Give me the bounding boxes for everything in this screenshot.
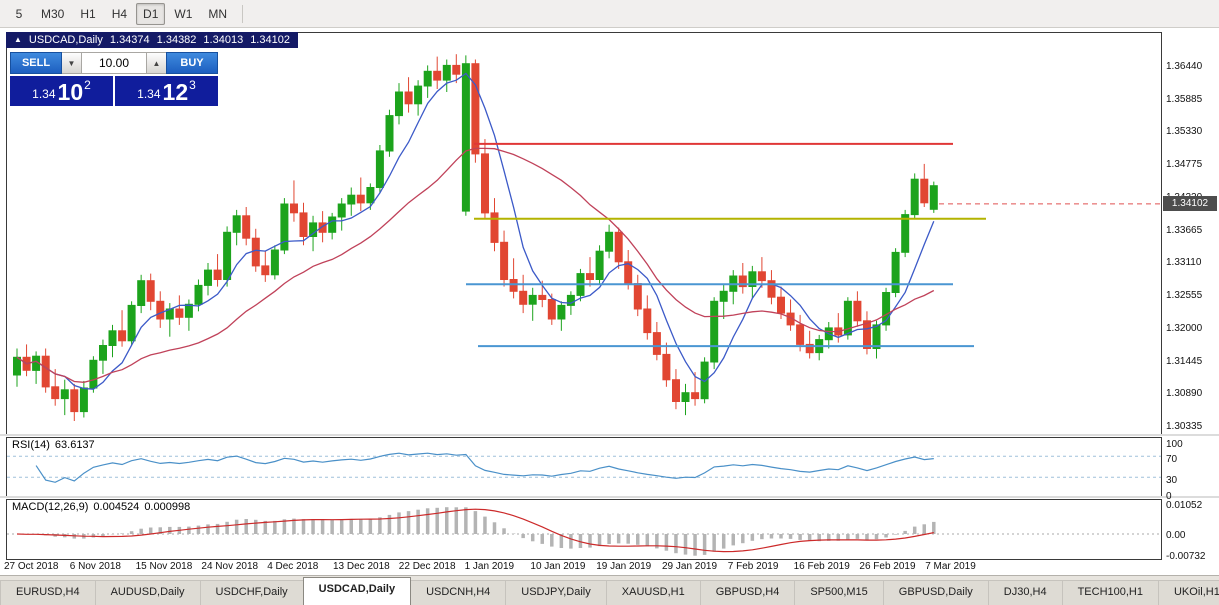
- date-label: 27 Oct 2018: [4, 561, 59, 572]
- tab-eurusd-h4[interactable]: EURUSD,H4: [0, 580, 96, 605]
- date-label: 19 Jan 2019: [596, 561, 652, 572]
- tab-xauusd-h1[interactable]: XAUUSD,H1: [605, 580, 701, 605]
- quote-high: 1.34382: [156, 34, 197, 46]
- price-tick: 1.32000: [1166, 322, 1203, 334]
- symbol-tab-bar: EURUSD,H4 AUDUSD,Daily USDCHF,Daily USDCAD,…: [0, 575, 1219, 605]
- price-tick: 1.35885: [1166, 93, 1203, 105]
- tab-gbpusd-h4[interactable]: GBPUSD,H4: [699, 580, 796, 605]
- symbol-title: USDCAD,Daily: [28, 34, 103, 46]
- price-tick: 1.34775: [1166, 159, 1203, 171]
- tab-sp500-m15[interactable]: SP500,M15: [794, 580, 884, 605]
- buy-price-prefix: 1.34: [137, 87, 161, 101]
- rsi-tick: 70: [1166, 454, 1178, 466]
- rsi-name: RSI(14): [12, 439, 50, 451]
- macd-value: 0.004524: [93, 501, 140, 513]
- price-tick: 1.33665: [1166, 224, 1203, 236]
- sell-price-pips: 10: [57, 79, 84, 105]
- macd-tick: -0.00732: [1166, 550, 1206, 562]
- tab-ukoil-h1[interactable]: UKOil,H1: [1157, 580, 1219, 605]
- tab-tech100-h1[interactable]: TECH100,H1: [1061, 580, 1159, 605]
- rsi-value: 63.6137: [54, 439, 95, 451]
- sell-price-prefix: 1.34: [32, 87, 56, 101]
- quote-header: ▲ USDCAD,Daily 1.34374 1.34382 1.34013 1…: [6, 32, 298, 48]
- tab-gbpusd-daily[interactable]: GBPUSD,Daily: [882, 580, 989, 605]
- macd-tick: 0.00: [1166, 530, 1186, 541]
- timeframe-button-h4[interactable]: H4: [111, 6, 128, 21]
- price-tick: 1.30890: [1166, 388, 1203, 400]
- buy-button[interactable]: BUY: [166, 52, 218, 74]
- date-label: 6 Nov 2018: [69, 561, 121, 572]
- buy-price-point: 3: [189, 78, 196, 92]
- macd-header: MACD(12,26,9) 0.004524 0.000998: [12, 501, 195, 513]
- sell-price-display[interactable]: 1.34 10 2: [10, 76, 113, 106]
- timeframe-button-mn[interactable]: MN: [208, 6, 228, 21]
- chevron-up-icon: ▲: [152, 58, 161, 68]
- date-label: 26 Feb 2019: [859, 561, 916, 572]
- price-tick: 1.33110: [1166, 257, 1202, 269]
- date-label: 7 Mar 2019: [925, 561, 976, 572]
- volume-decrease-button[interactable]: ▼: [62, 52, 81, 74]
- rsi-tick: 0: [1166, 491, 1172, 502]
- tab-dj30-h4[interactable]: DJ30,H4: [987, 580, 1063, 605]
- date-label: 4 Dec 2018: [267, 561, 319, 572]
- macd-pane[interactable]: [6, 499, 1162, 560]
- price-tick: 1.35330: [1166, 126, 1203, 138]
- price-tick: 1.36440: [1166, 61, 1203, 73]
- sell-price-point: 2: [84, 78, 91, 92]
- date-label: 29 Jan 2019: [662, 561, 718, 572]
- timeframe-button-d1[interactable]: D1: [136, 2, 166, 25]
- rsi-header: RSI(14) 63.6137: [12, 439, 100, 451]
- macd-signal-value: 0.000998: [144, 501, 191, 513]
- price-tick: 1.32555: [1166, 290, 1203, 302]
- buy-price-display[interactable]: 1.34 12 3: [115, 76, 218, 106]
- one-click-trading-panel: SELL ▼ ▲ BUY 1.34 10 2 1.34 12 3: [10, 52, 218, 106]
- date-label: 7 Feb 2019: [727, 561, 779, 572]
- macd-name: MACD(12,26,9): [12, 501, 89, 513]
- timeframe-button-w1[interactable]: W1: [174, 6, 193, 21]
- candlestick-chart[interactable]: [7, 33, 1161, 434]
- date-label: 16 Feb 2019: [793, 561, 850, 572]
- date-label: 22 Dec 2018: [398, 561, 456, 572]
- timeframe-toolbar: 5 M30 H1 H4 D1 W1 MN: [0, 0, 1219, 28]
- timeframe-button-h1[interactable]: H1: [80, 6, 96, 21]
- tab-audusd-daily[interactable]: AUDUSD,Daily: [94, 580, 201, 605]
- tab-usdchf-daily[interactable]: USDCHF,Daily: [199, 580, 304, 605]
- date-label: 10 Jan 2019: [530, 561, 586, 572]
- buy-price-pips: 12: [162, 79, 189, 105]
- rsi-pane[interactable]: [6, 437, 1162, 497]
- macd-tick: 0.01052: [1166, 499, 1203, 511]
- toolbar-separator: [242, 4, 244, 23]
- price-tick: 1.31445: [1166, 355, 1203, 367]
- rsi-tick: 30: [1166, 475, 1178, 487]
- chart-window: ▲ USDCAD,Daily 1.34374 1.34382 1.34013 1…: [0, 28, 1219, 575]
- tab-usdcnh-h4[interactable]: USDCNH,H4: [410, 580, 507, 605]
- timeframe-button-5[interactable]: 5: [15, 6, 23, 21]
- pane-splitter[interactable]: [0, 496, 1219, 498]
- date-label: 1 Jan 2019: [464, 561, 515, 572]
- volume-input[interactable]: [81, 52, 147, 74]
- current-price-badge: 1.34102: [1163, 195, 1217, 211]
- timeframe-button-m30[interactable]: M30: [41, 6, 65, 21]
- date-label: 13 Dec 2018: [333, 561, 390, 572]
- quote-low: 1.34013: [203, 34, 244, 46]
- volume-increase-button[interactable]: ▲: [147, 52, 166, 74]
- price-tick: 1.30335: [1166, 421, 1203, 433]
- tab-usdjpy-daily[interactable]: USDJPY,Daily: [505, 580, 607, 605]
- chevron-down-icon: ▼: [67, 58, 76, 68]
- macd-chart[interactable]: [7, 500, 1161, 559]
- quote-close: 1.34102: [250, 34, 290, 46]
- rsi-chart[interactable]: [7, 438, 1161, 496]
- date-label: 24 Nov 2018: [201, 561, 259, 572]
- quote-open: 1.34374: [109, 34, 150, 46]
- sell-button[interactable]: SELL: [10, 52, 62, 74]
- collapse-triangle-icon[interactable]: ▲: [14, 35, 22, 44]
- pane-splitter[interactable]: [0, 434, 1219, 436]
- date-label: 15 Nov 2018: [135, 561, 193, 572]
- rsi-tick: 100: [1166, 438, 1183, 450]
- tab-usdcad-daily[interactable]: USDCAD,Daily: [302, 577, 412, 605]
